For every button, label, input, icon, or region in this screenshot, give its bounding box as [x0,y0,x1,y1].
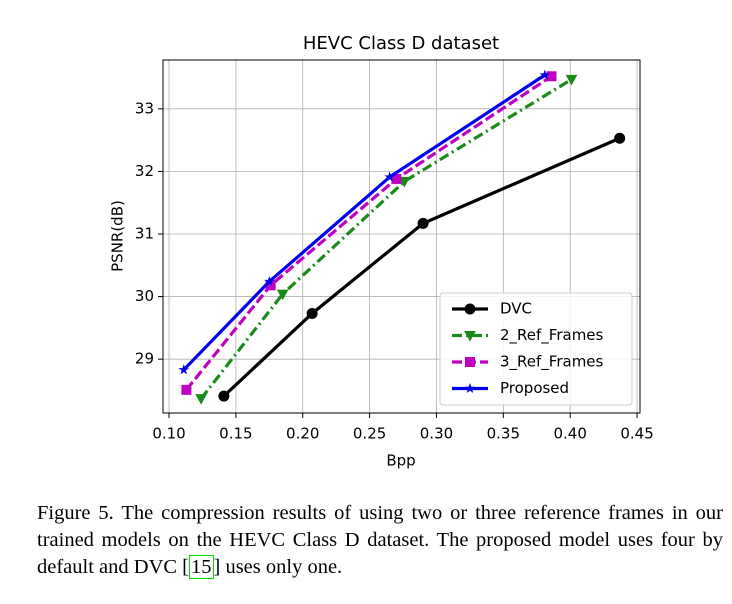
marker [398,176,411,188]
series-line [222,136,621,398]
y-tick-label: 33 [135,99,154,117]
y-axis-label: PSNR(dB) [109,200,127,272]
legend-label: 2_Ref_Frames [500,326,604,345]
chart: HEVC Class D dataset Bpp PSNR(dB) 0.10 0.… [109,33,654,470]
legend-frame [439,292,633,406]
marker [178,364,189,375]
x-tick-label: 0.40 [553,425,586,443]
series-line [199,78,573,400]
marker [417,217,429,229]
marker [276,289,289,301]
marker [464,303,476,315]
plot-frame [162,59,641,414]
x-tick-label: 0.45 [620,425,653,443]
chart-title: HEVC Class D dataset [303,33,499,54]
marker [614,132,626,144]
marker [306,307,318,319]
x-tick-label: 0.15 [219,425,252,443]
x-tick-label: 0.20 [286,425,319,443]
x-tick-label: 0.30 [420,425,453,443]
marker [464,331,476,342]
marker [465,357,475,367]
caption-text: Figure 5. The compression results of usi… [37,502,723,578]
marker [384,171,395,182]
series-line [182,73,546,371]
x-tick-label: 0.25 [353,425,386,443]
y-tick-label: 29 [135,350,154,368]
legend-label: DVC [500,300,532,318]
marker [565,74,578,86]
marker [181,384,192,395]
marker [546,71,557,82]
y-tick-label: 30 [135,287,154,305]
marker [218,390,230,402]
x-axis-label: Bpp [386,452,415,470]
legend-label: 3_Ref_Frames [500,353,604,372]
series-line [185,74,553,391]
marker [195,394,207,405]
x-tick-label: 0.10 [152,425,185,443]
legend-label: Proposed [500,379,569,397]
marker [539,69,551,80]
legend: DVC 2_Ref_Frames 3_Ref_Frames Proposed [439,292,633,406]
caption-text: ] uses only one. [213,556,343,578]
y-tick-label: 32 [135,162,154,180]
y-tick-label: 31 [135,224,154,242]
marker [264,276,275,287]
marker [464,382,476,393]
x-tick-label: 0.35 [487,425,520,443]
citation[interactable]: 15 [189,555,214,579]
caption: Figure 5. The compression results of usi… [37,500,723,581]
